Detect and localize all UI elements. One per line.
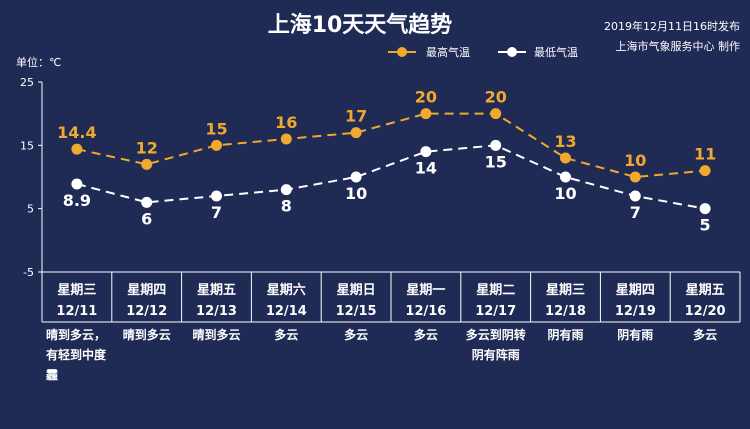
weather-desc: 多云 <box>414 327 438 342</box>
weekday-label: 星期四 <box>616 283 655 298</box>
data-label-low: 7 <box>211 203 222 222</box>
date-label: 12/19 <box>615 304 656 319</box>
weekday-label: 星期一 <box>406 283 445 298</box>
unit-label: 单位：℃ <box>16 55 61 69</box>
date-label: 12/20 <box>685 304 726 319</box>
legend-label-high: 最高气温 <box>426 45 470 59</box>
date-label: 12/16 <box>405 304 446 319</box>
date-label: 12/13 <box>196 304 237 319</box>
point-low <box>211 190 222 202</box>
data-label-high: 10 <box>624 151 646 170</box>
point-high <box>280 133 292 145</box>
point-low <box>71 178 83 190</box>
weekday-label: 星期四 <box>127 283 166 298</box>
data-label-low: 14 <box>415 159 437 178</box>
point-high <box>629 171 641 183</box>
data-label-high: 12 <box>136 138 158 157</box>
weekday-label: 星期日 <box>337 283 376 298</box>
weather-desc: 多云 <box>344 327 368 342</box>
data-label-low: 8 <box>281 197 292 216</box>
weekday-label: 星期三 <box>57 283 96 298</box>
weather-desc: 阴有阵雨 <box>472 347 520 362</box>
point-high <box>699 165 711 177</box>
y-tick-label: -5 <box>23 266 34 279</box>
data-label-low: 6 <box>141 209 152 228</box>
weekday-label: 星期六 <box>267 282 306 298</box>
point-low <box>350 171 362 183</box>
point-low <box>280 184 292 196</box>
y-tick-label: 5 <box>27 203 34 216</box>
date-label: 12/15 <box>336 304 377 319</box>
legend-marker-low <box>507 47 517 57</box>
date-label: 12/14 <box>266 304 307 319</box>
plot-area: 14.4 12 15 16 17 20 20 13 10 11 8.9 6 7 8 10 14 15 10 7 5 <box>57 88 716 235</box>
point-high <box>420 108 432 120</box>
point-low <box>629 190 641 202</box>
weather-desc: 霾 <box>46 368 58 382</box>
weather-desc: 多云到阴转 <box>466 327 526 342</box>
weekday-label: 星期二 <box>476 283 515 298</box>
data-label-high: 20 <box>415 88 437 107</box>
point-low <box>560 171 571 183</box>
point-high <box>560 152 571 164</box>
y-tick-label: 25 <box>20 76 34 89</box>
point-high <box>71 143 83 155</box>
data-label-high: 14.4 <box>57 123 96 142</box>
data-label-low: 15 <box>485 152 507 171</box>
point-low <box>141 196 153 208</box>
data-label-high: 11 <box>694 145 716 164</box>
legend-label-low: 最低气温 <box>534 45 578 59</box>
data-label-low: 8.9 <box>63 191 91 210</box>
data-label-high: 16 <box>275 113 297 132</box>
weather-desc: 阴有雨 <box>547 327 583 342</box>
date-label: 12/11 <box>56 304 97 319</box>
producer: 上海市气象服务中心 制作 <box>616 39 741 53</box>
data-label-high: 13 <box>554 132 576 151</box>
date-label: 12/18 <box>545 304 586 319</box>
point-low <box>490 139 502 151</box>
point-low <box>420 146 432 158</box>
chart-title: 上海10天天气趋势 <box>268 12 453 38</box>
publish-time: 2019年12月11日16时发布 <box>604 19 740 33</box>
weather-desc: 晴到多云 <box>192 327 240 342</box>
data-label-low: 10 <box>345 184 367 203</box>
point-high <box>350 127 362 139</box>
date-label: 12/17 <box>475 304 516 319</box>
weekday-label: 星期三 <box>546 283 585 298</box>
weather-desc: 阴有雨 <box>617 327 653 342</box>
data-label-low: 10 <box>554 184 576 203</box>
series-line-high <box>76 112 706 179</box>
data-label-low: 7 <box>630 203 641 222</box>
point-high <box>490 108 502 120</box>
series-line-low <box>76 144 706 210</box>
data-label-high: 17 <box>345 107 367 126</box>
weekday-label: 星期五 <box>197 283 236 298</box>
data-label-high: 20 <box>485 88 507 107</box>
legend-marker-high <box>397 47 407 57</box>
weather-desc: 晴到多云 <box>123 327 171 342</box>
y-tick-label: 15 <box>20 139 34 152</box>
weather-desc: 多云 <box>693 327 717 342</box>
data-label-high: 15 <box>205 119 227 138</box>
date-label: 12/12 <box>126 304 167 319</box>
data-label-low: 5 <box>700 216 711 235</box>
legend: 最高气温 最低气温 <box>388 45 578 59</box>
point-low <box>699 203 711 215</box>
point-high <box>211 139 222 151</box>
weather-desc: 晴到多云， <box>46 327 106 342</box>
weekday-label: 星期五 <box>686 283 725 298</box>
point-high <box>141 158 153 170</box>
axes: 25 15 5 -5 <box>20 76 43 279</box>
weather-desc: 有轻到中度 <box>46 347 107 362</box>
weather-desc: 多云 <box>274 327 298 342</box>
